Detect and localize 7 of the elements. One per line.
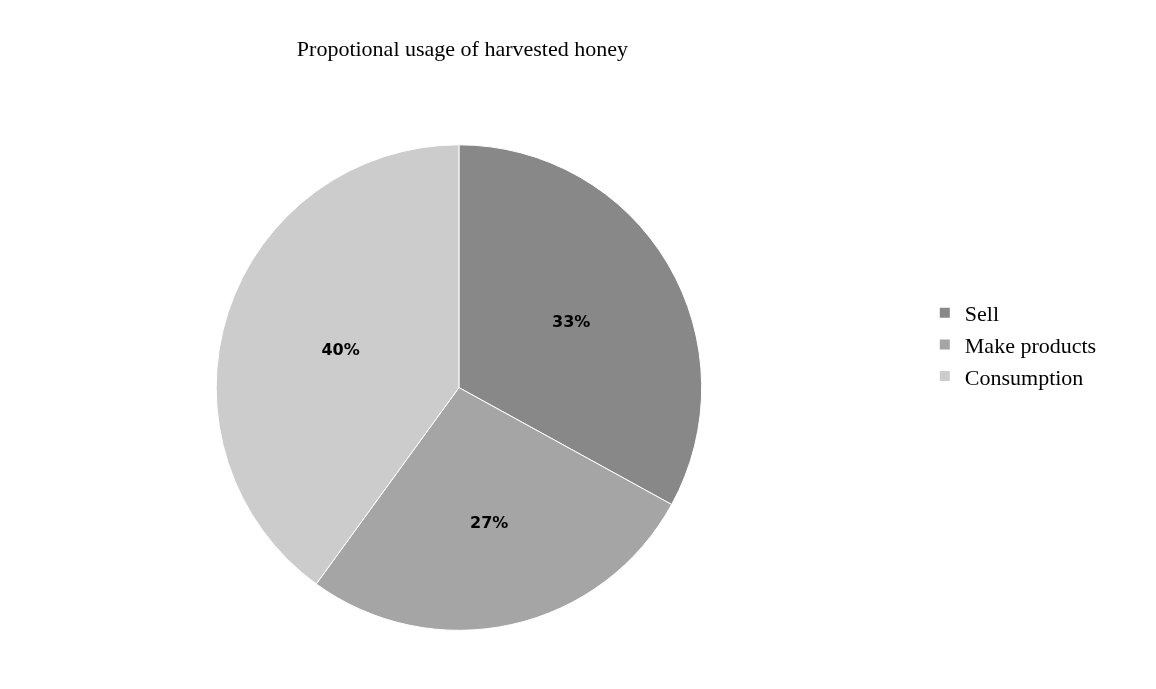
legend-label: Make products <box>964 332 1097 358</box>
data-label: 40% <box>321 339 360 359</box>
chart-title: Propotional usage of harvested honey <box>296 35 628 61</box>
data-label: 27% <box>470 513 509 533</box>
data-label: 33% <box>552 311 591 331</box>
legend-label: Sell <box>964 301 1000 327</box>
legend-label: Consumption <box>964 364 1084 390</box>
